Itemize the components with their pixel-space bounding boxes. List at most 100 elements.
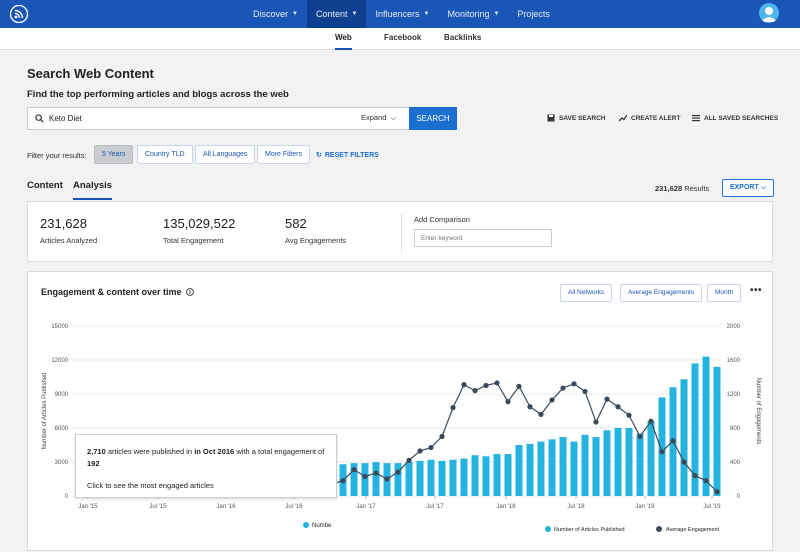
list-icon: [692, 115, 700, 122]
search-button[interactable]: SEARCH: [409, 107, 457, 130]
point-engagement: [593, 419, 599, 425]
bar-articles: [405, 462, 413, 496]
legend-engagement: Average Engagement: [666, 527, 720, 533]
bar-articles: [427, 459, 435, 496]
articles-analyzed-label: Articles Analyzed: [40, 236, 98, 245]
chart-tooltip[interactable]: 2,710 articles were published in in Oct …: [75, 434, 337, 498]
more-options-icon[interactable]: •••: [750, 285, 763, 296]
point-engagement: [538, 411, 544, 417]
point-engagement: [637, 433, 643, 440]
x-tick-label: Jan '18: [496, 504, 516, 510]
point-engagement: [648, 418, 654, 424]
subtab-backlinks[interactable]: Backlinks: [444, 33, 482, 42]
filter-5-years[interactable]: 5 Years: [94, 145, 134, 164]
average-engagements-button[interactable]: Average Engagements: [620, 284, 703, 302]
y-tick-label: 0: [65, 494, 69, 500]
point-engagement: [417, 448, 423, 454]
subtab-facebook[interactable]: Facebook: [384, 33, 422, 42]
avg-engagements-label: Avg Engagements: [285, 236, 347, 245]
bar-articles: [680, 379, 688, 496]
search-box: Expand ⌵: [27, 107, 410, 130]
filter-more-filters[interactable]: More Filters: [257, 145, 310, 164]
total-engagement-label: Total Engagement: [163, 236, 224, 245]
refresh-icon: ↻: [316, 152, 322, 159]
point-engagement: [494, 380, 500, 386]
all-saved-searches-label: ALL SAVED SEARCHES: [704, 114, 779, 122]
point-engagement: [659, 449, 665, 455]
save-search-button[interactable]: SAVE SEARCH: [547, 114, 605, 122]
tooltip-link[interactable]: Click to see the most engaged articles: [87, 481, 214, 490]
bar-articles: [416, 460, 424, 496]
filter-all-languages[interactable]: All Languages: [195, 145, 256, 164]
bar-articles: [449, 459, 457, 496]
create-alert-label: CREATE ALERT: [631, 114, 681, 122]
point-engagement: [395, 469, 401, 475]
nav-item-label: Monitoring: [447, 9, 490, 19]
x-tick-label: Jul '18: [567, 504, 585, 510]
point-engagement: [604, 396, 610, 402]
y-tick-label: 15000: [51, 324, 68, 330]
nav-item-projects[interactable]: Projects: [508, 0, 559, 28]
add-comparison-label: Add Comparison: [414, 215, 470, 224]
subtab-web[interactable]: Web: [335, 28, 352, 50]
tab-content[interactable]: Content: [27, 180, 63, 191]
engagement-chart: 0 3000 6000 9000 12000 15000 0 400 800 1200 1600 20…: [42, 324, 761, 533]
nav-item-monitoring[interactable]: Monitoring ▼: [438, 0, 508, 28]
bar-articles: [647, 421, 655, 496]
create-alert-button[interactable]: CREATE ALERT: [619, 114, 680, 122]
info-icon[interactable]: [185, 288, 194, 296]
chevron-down-icon: ⌵: [390, 113, 397, 122]
bar-articles: [581, 434, 589, 496]
nav-item-label: Influencers: [375, 9, 420, 19]
bar-articles: [493, 454, 501, 496]
avg-engagements-value: 582: [285, 216, 307, 231]
bar-articles: [515, 445, 523, 496]
total-engagement-value: 135,029,522: [163, 216, 236, 231]
reset-filters-button[interactable]: ↻ RESET FILTERS: [316, 151, 379, 160]
bar-articles: [526, 443, 534, 496]
y-tick-label: 6000: [55, 426, 69, 432]
bar-articles: [559, 437, 567, 496]
tab-analysis[interactable]: Analysis: [73, 180, 113, 200]
point-engagement: [549, 397, 555, 403]
filter-country-tld[interactable]: Country TLD: [137, 145, 193, 164]
chart-card: 0 3000 6000 9000 12000 15000 0 400 800 1200 1600 20…: [27, 271, 773, 551]
nav-item-label: Discover: [253, 9, 289, 19]
legend-truncated: Numbe: [312, 523, 332, 529]
rss-logo-icon[interactable]: [10, 5, 28, 23]
x-tick-label: Jan '16: [216, 504, 236, 510]
all-saved-searches-button[interactable]: ALL SAVED SEARCHES: [692, 114, 778, 122]
nav-item-content[interactable]: Content ▼: [306, 0, 367, 28]
x-tick-label: Jul '17: [426, 504, 444, 510]
tooltip-text-2: with a total engagement of: [236, 447, 325, 456]
bar-articles: [691, 363, 699, 496]
search-input[interactable]: [49, 111, 349, 126]
expand-dropdown[interactable]: Expand ⌵: [361, 113, 396, 123]
export-label: EXPORT: [729, 184, 759, 191]
x-tick-label: Jan '19: [635, 504, 655, 510]
point-engagement: [714, 489, 720, 495]
point-engagement: [483, 382, 489, 389]
point-engagement: [439, 433, 445, 440]
y-tick-label: 9000: [55, 392, 69, 398]
y2-tick-label: 1600: [727, 358, 741, 364]
bar-articles: [570, 441, 578, 496]
y2-tick-label: 1200: [727, 392, 741, 398]
point-engagement: [670, 438, 676, 444]
all-networks-button[interactable]: All Networks: [560, 284, 613, 302]
filter-label: Filter your results:: [27, 151, 87, 160]
tooltip-text: 2,710 articles were published in in Oct …: [87, 446, 327, 470]
y-tick-label: 12000: [51, 358, 68, 364]
nav-item-influencers[interactable]: Influencers ▼: [366, 0, 438, 28]
comparison-keyword-input[interactable]: [414, 229, 552, 247]
y2-axis-title: Number of Engagements: [755, 378, 761, 445]
user-avatar[interactable]: [759, 3, 779, 23]
point-engagement: [384, 476, 390, 482]
point-engagement: [560, 385, 566, 391]
articles-analyzed-value: 231,628: [40, 216, 87, 231]
y2-tick-label: 0: [737, 494, 741, 500]
export-button[interactable]: EXPORT ⌵: [722, 179, 774, 197]
month-button[interactable]: Month: [707, 284, 742, 302]
page-subtitle: Find the top performing articles and blo…: [27, 89, 289, 100]
nav-item-discover[interactable]: Discover ▼: [244, 0, 307, 28]
